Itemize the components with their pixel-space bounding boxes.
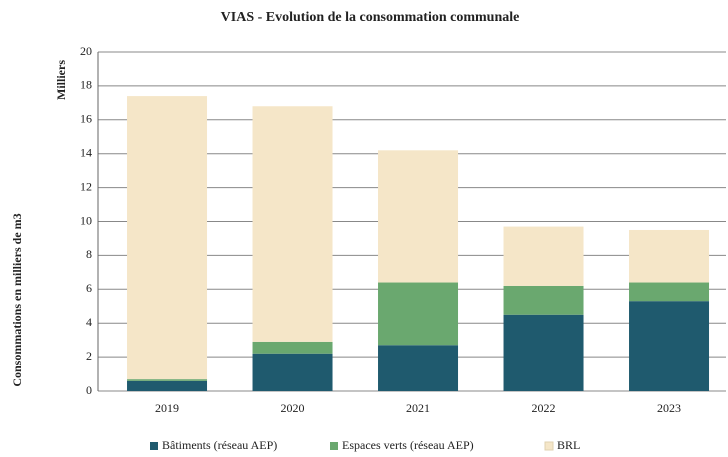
y-unit-label: Milliers — [54, 60, 68, 100]
bar-segment — [629, 282, 710, 302]
y-tick-label: 4 — [86, 315, 92, 329]
y-tick-label: 20 — [80, 44, 92, 58]
bar-segment — [629, 301, 710, 391]
y-tick-label: 10 — [80, 213, 92, 227]
bar-segment — [127, 380, 208, 391]
bar-segment — [378, 282, 459, 346]
bar-segment — [252, 106, 333, 342]
x-tick-label: 2022 — [532, 401, 556, 415]
bar-segment — [629, 229, 710, 283]
chart-title: VIAS - Evolution de la consommation comm… — [221, 10, 520, 25]
y-tick-label: 8 — [86, 247, 92, 261]
bar-segment — [252, 341, 333, 354]
bar-segment — [252, 353, 333, 391]
bar-segment — [378, 345, 459, 391]
y-axis-label: Consommations en milliers de m3 — [10, 213, 24, 386]
x-tick-label: 2021 — [406, 401, 430, 415]
y-tick-label: 16 — [80, 112, 92, 126]
bar-segment — [503, 285, 584, 315]
x-tick-label: 2020 — [281, 401, 305, 415]
x-tick-label: 2023 — [657, 401, 681, 415]
y-tick-label: 12 — [80, 179, 92, 193]
y-tick-label: 6 — [86, 281, 92, 295]
legend-label: Espaces verts (réseau AEP) — [342, 438, 474, 452]
bar-segment — [127, 96, 208, 380]
y-tick-label: 2 — [86, 349, 92, 363]
y-tick-label: 18 — [80, 78, 92, 92]
bar-segment — [503, 314, 584, 391]
bar-segment — [378, 150, 459, 283]
y-tick-label: 14 — [80, 145, 92, 159]
legend-swatch — [150, 442, 158, 450]
x-tick-label: 2019 — [155, 401, 179, 415]
y-tick-label: 0 — [86, 383, 92, 397]
legend-label: Bâtiments (réseau AEP) — [162, 438, 277, 452]
legend-swatch — [330, 442, 338, 450]
legend-label: BRL — [557, 438, 580, 452]
bar-segment — [127, 379, 208, 381]
bar-segment — [503, 226, 584, 286]
legend-swatch — [544, 441, 554, 451]
